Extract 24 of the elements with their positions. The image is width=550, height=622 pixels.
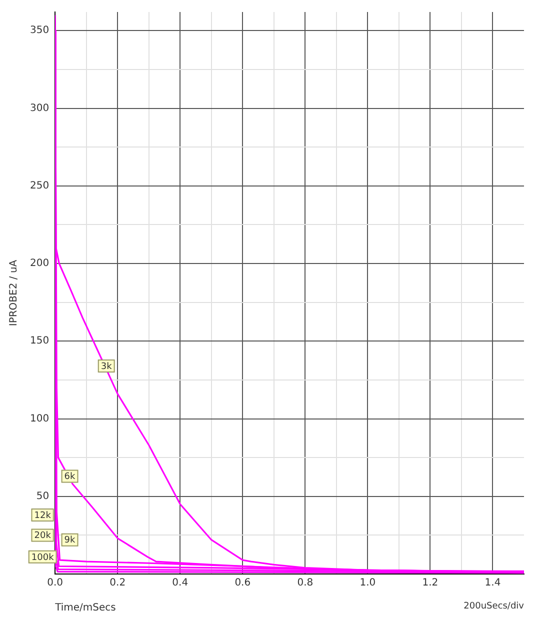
x-tick-label: 0.4 bbox=[172, 578, 188, 589]
x-tick-label: 0.2 bbox=[110, 578, 126, 589]
annotation: 12k bbox=[34, 510, 52, 521]
y-tick-label: 100 bbox=[30, 413, 50, 424]
x-tick-label: 0.0 bbox=[47, 578, 64, 589]
x-axis-title: Time/mSecs bbox=[54, 602, 116, 614]
x-tick-label: 0.6 bbox=[234, 578, 251, 589]
annotation: 9k bbox=[64, 536, 76, 546]
x-tick-label: 1.0 bbox=[360, 578, 376, 589]
annotation: 20k bbox=[34, 531, 52, 542]
x-tick-label: 1.4 bbox=[484, 578, 501, 589]
y-tick-label: 200 bbox=[30, 258, 50, 270]
annotation: 100k bbox=[31, 552, 55, 563]
x-tick-label: 0.8 bbox=[297, 578, 314, 589]
annotation: 6k bbox=[64, 472, 76, 482]
y-tick-label: 50 bbox=[36, 490, 50, 502]
y-tick-label: 300 bbox=[30, 102, 50, 114]
text: 200uSecs/div bbox=[464, 601, 525, 612]
y-tick-label: 250 bbox=[30, 180, 50, 192]
y-tick-label: 150 bbox=[30, 336, 50, 347]
y-axis-title: IPROBE2 / uA bbox=[8, 260, 20, 326]
y-tick-label: 350 bbox=[30, 25, 50, 36]
x-tick-label: 1.2 bbox=[422, 578, 438, 589]
annotation: 3k bbox=[100, 362, 113, 372]
